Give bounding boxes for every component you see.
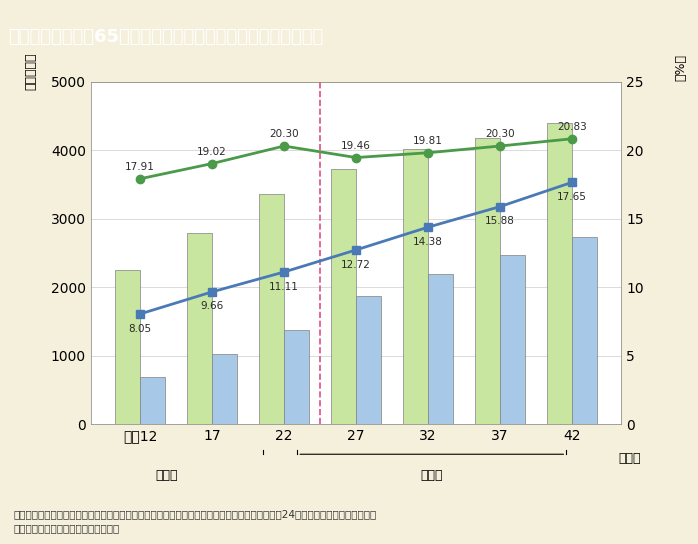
Bar (356, 296, 381, 424)
Text: （年）: （年） (618, 452, 641, 465)
Text: 20.30: 20.30 (485, 129, 514, 139)
Text: 11.11: 11.11 (269, 282, 299, 292)
Text: 実績値: 実績値 (155, 469, 178, 483)
Text: 9.66: 9.66 (200, 301, 223, 312)
Text: 19.81: 19.81 (413, 136, 443, 146)
Text: 19.46: 19.46 (341, 141, 371, 151)
Bar (428, 274, 453, 424)
Text: 20.30: 20.30 (269, 129, 299, 139)
Text: 17.65: 17.65 (557, 192, 587, 202)
Bar (331, 169, 356, 424)
Text: 17.91: 17.91 (125, 162, 155, 172)
Text: （備考）　単独世帯数及び割合は，国立社会保障・人口問題研究所「日本の将来推計人口（平成24年１月推計）」の出生中位・
　　　　死亡中位推計人口より算出。: （備考） 単独世帯数及び割合は，国立社会保障・人口問題研究所「日本の将来推計人口… (14, 509, 377, 533)
Bar (115, 270, 140, 424)
Y-axis label: （%）: （%） (674, 54, 688, 82)
Text: 第１－５－２図　65歳以上人口に占める単独世帯数の将来推計: 第１－５－２図 65歳以上人口に占める単独世帯数の将来推計 (8, 28, 324, 46)
Text: 推計値: 推計値 (420, 469, 443, 483)
Text: 14.38: 14.38 (413, 237, 443, 247)
Text: 20.83: 20.83 (557, 122, 587, 132)
Bar (284, 331, 309, 424)
Text: 15.88: 15.88 (485, 216, 515, 226)
Text: 19.02: 19.02 (197, 147, 227, 157)
Bar (212, 354, 237, 424)
Bar (500, 255, 525, 424)
Bar (140, 377, 165, 424)
Bar (187, 233, 212, 424)
Bar (403, 149, 428, 424)
Text: 8.05: 8.05 (128, 324, 151, 333)
Y-axis label: （千世帯）: （千世帯） (24, 53, 38, 90)
Bar (259, 194, 284, 424)
Text: 12.72: 12.72 (341, 259, 371, 269)
Bar (572, 237, 597, 424)
Bar (547, 123, 572, 424)
Bar (475, 138, 500, 424)
